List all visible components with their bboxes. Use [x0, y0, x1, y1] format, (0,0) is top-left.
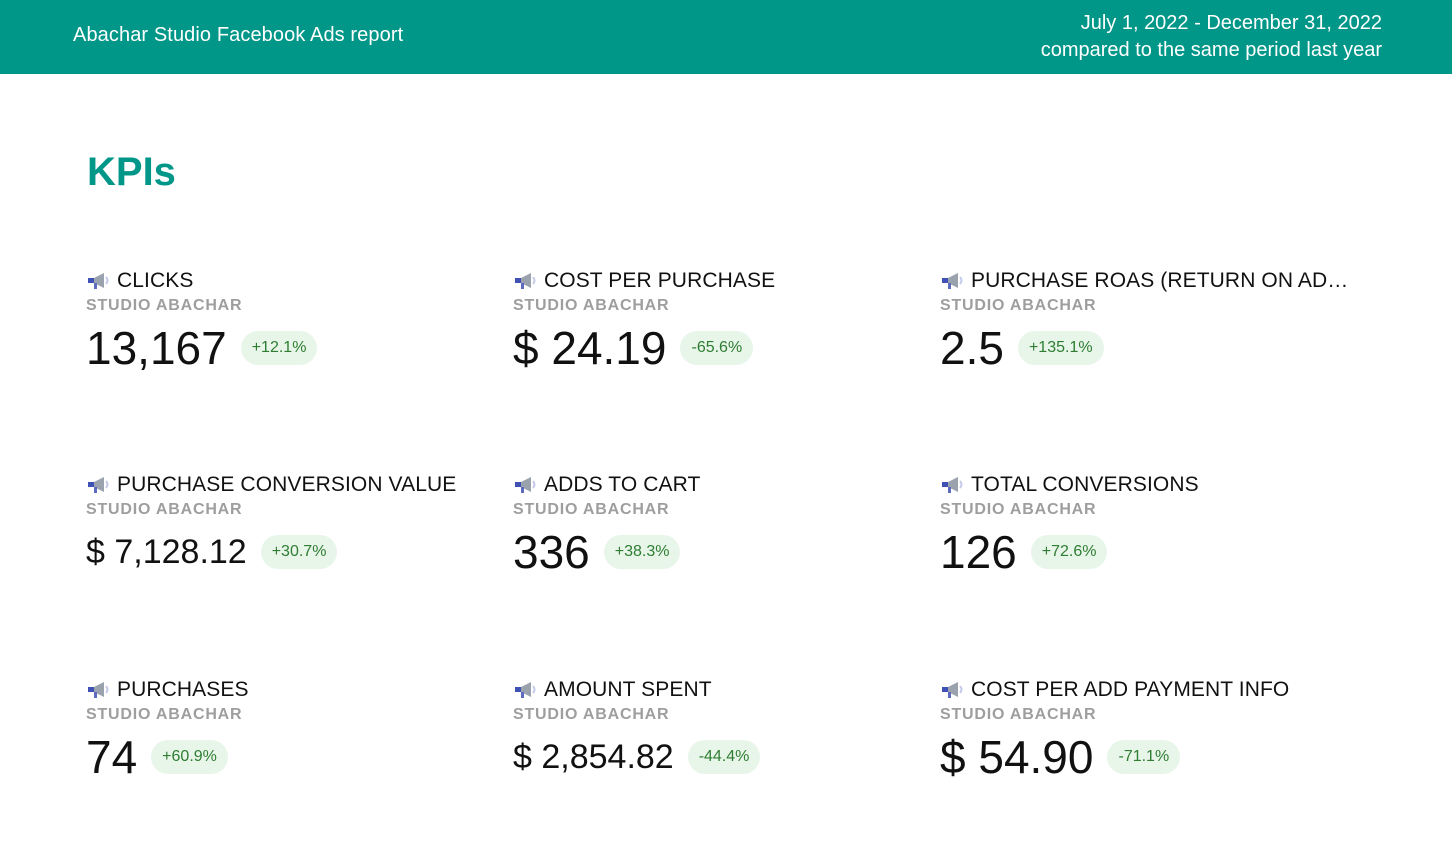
kpi-label: AMOUNT SPENT [544, 678, 712, 701]
kpi-card-adds-to-cart[interactable]: ADDS TO CART STUDIO ABACHAR 336 +38.3% [513, 470, 933, 590]
megaphone-icon [86, 680, 112, 700]
kpi-grid: CLICKS STUDIO ABACHAR 13,167 +12.1% COST… [86, 266, 1376, 806]
kpi-card-cost-per-purchase[interactable]: COST PER PURCHASE STUDIO ABACHAR $ 24.19… [513, 266, 933, 386]
date-range-primary: July 1, 2022 - December 31, 2022 [1080, 12, 1382, 34]
kpi-source: STUDIO ABACHAR [940, 501, 1097, 518]
report-title: Abachar Studio Facebook Ads report [73, 24, 404, 46]
kpi-header: PURCHASES [86, 675, 506, 705]
kpi-label: TOTAL CONVERSIONS [971, 473, 1199, 496]
kpi-source: STUDIO ABACHAR [940, 297, 1097, 314]
kpi-header: COST PER ADD PAYMENT INFO [940, 675, 1360, 705]
kpi-value: 74 [86, 731, 138, 783]
date-range[interactable]: July 1, 2022 - December 31, 2022 compare… [1041, 10, 1382, 64]
date-range-comparison: compared to the same period last year [1040, 39, 1382, 61]
kpi-change-badge: +135.1% [1017, 331, 1104, 365]
kpi-source: STUDIO ABACHAR [513, 297, 670, 314]
kpi-value: $ 24.19 [513, 322, 667, 374]
kpi-value: 336 [513, 526, 590, 578]
kpi-header: TOTAL CONVERSIONS [940, 470, 1360, 500]
kpi-label: CLICKS [117, 269, 194, 292]
kpi-header: ADDS TO CART [513, 470, 933, 500]
kpi-card-cost-per-add-payment-info[interactable]: COST PER ADD PAYMENT INFO STUDIO ABACHAR… [940, 675, 1360, 795]
kpi-header: PURCHASE CONVERSION VALUE [86, 470, 506, 500]
kpi-label: PURCHASE CONVERSION VALUE [117, 473, 457, 496]
kpi-change-badge: +38.3% [603, 535, 681, 569]
section-title: KPIs [87, 150, 176, 194]
megaphone-icon [513, 475, 539, 495]
kpi-label: PURCHASES [117, 678, 249, 701]
kpi-change-badge: +12.1% [240, 331, 318, 365]
kpi-card-total-conversions[interactable]: TOTAL CONVERSIONS STUDIO ABACHAR 126 +72… [940, 470, 1360, 590]
kpi-header: AMOUNT SPENT [513, 675, 933, 705]
kpi-label: ADDS TO CART [544, 473, 701, 496]
kpi-label: PURCHASE ROAS (RETURN ON AD… [971, 269, 1349, 292]
kpi-value: 13,167 [86, 322, 227, 374]
kpi-value: $ 54.90 [940, 731, 1094, 783]
kpi-change-badge: +30.7% [260, 535, 338, 569]
kpi-label: COST PER PURCHASE [544, 269, 776, 292]
kpi-change-badge: +60.9% [151, 740, 228, 774]
kpi-card-purchase-roas[interactable]: PURCHASE ROAS (RETURN ON AD… STUDIO ABAC… [940, 266, 1360, 386]
kpi-source: STUDIO ABACHAR [86, 706, 243, 723]
megaphone-icon [86, 271, 112, 291]
megaphone-icon [513, 271, 539, 291]
kpi-source: STUDIO ABACHAR [86, 297, 243, 314]
kpi-source: STUDIO ABACHAR [513, 501, 670, 518]
megaphone-icon [940, 271, 966, 291]
megaphone-icon [940, 680, 966, 700]
report-header: Abachar Studio Facebook Ads report July … [0, 0, 1452, 74]
kpi-value: 126 [940, 526, 1017, 578]
kpi-change-badge: -65.6% [680, 331, 754, 365]
kpi-change-badge: +72.6% [1030, 535, 1108, 569]
kpi-change-badge: -44.4% [687, 740, 761, 774]
kpi-change-badge: -71.1% [1107, 740, 1181, 774]
kpi-source: STUDIO ABACHAR [513, 706, 670, 723]
kpi-label: COST PER ADD PAYMENT INFO [971, 678, 1290, 701]
kpi-card-purchases[interactable]: PURCHASES STUDIO ABACHAR 74 +60.9% [86, 675, 506, 795]
kpi-value: 2.5 [940, 322, 1004, 374]
kpi-header: COST PER PURCHASE [513, 266, 933, 296]
kpi-header: PURCHASE ROAS (RETURN ON AD… [940, 266, 1360, 296]
kpi-source: STUDIO ABACHAR [940, 706, 1097, 723]
megaphone-icon [86, 475, 112, 495]
megaphone-icon [940, 475, 966, 495]
kpi-value: $ 7,128.12 [86, 533, 247, 571]
megaphone-icon [513, 680, 539, 700]
kpi-card-amount-spent[interactable]: AMOUNT SPENT STUDIO ABACHAR $ 2,854.82 -… [513, 675, 933, 795]
kpi-source: STUDIO ABACHAR [86, 501, 243, 518]
kpi-card-purchase-conversion-value[interactable]: PURCHASE CONVERSION VALUE STUDIO ABACHAR… [86, 470, 506, 590]
kpi-value: $ 2,854.82 [513, 738, 674, 776]
kpi-header: CLICKS [86, 266, 506, 296]
kpi-card-clicks[interactable]: CLICKS STUDIO ABACHAR 13,167 +12.1% [86, 266, 506, 386]
